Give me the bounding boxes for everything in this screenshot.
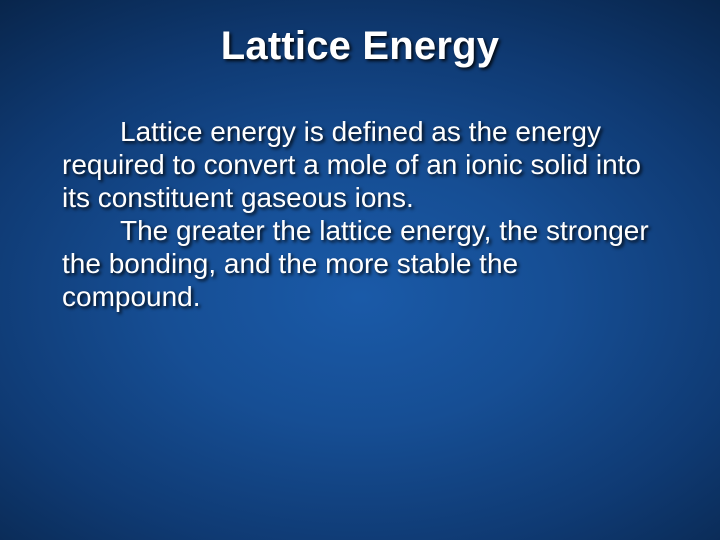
slide-container: Lattice Energy Lattice energy is defined… — [0, 0, 720, 540]
slide-body: Lattice energy is defined as the energy … — [60, 115, 660, 313]
body-paragraph: Lattice energy is defined as the energy … — [62, 115, 658, 214]
body-paragraph: The greater the lattice energy, the stro… — [62, 214, 658, 313]
slide-title: Lattice Energy — [60, 24, 660, 69]
